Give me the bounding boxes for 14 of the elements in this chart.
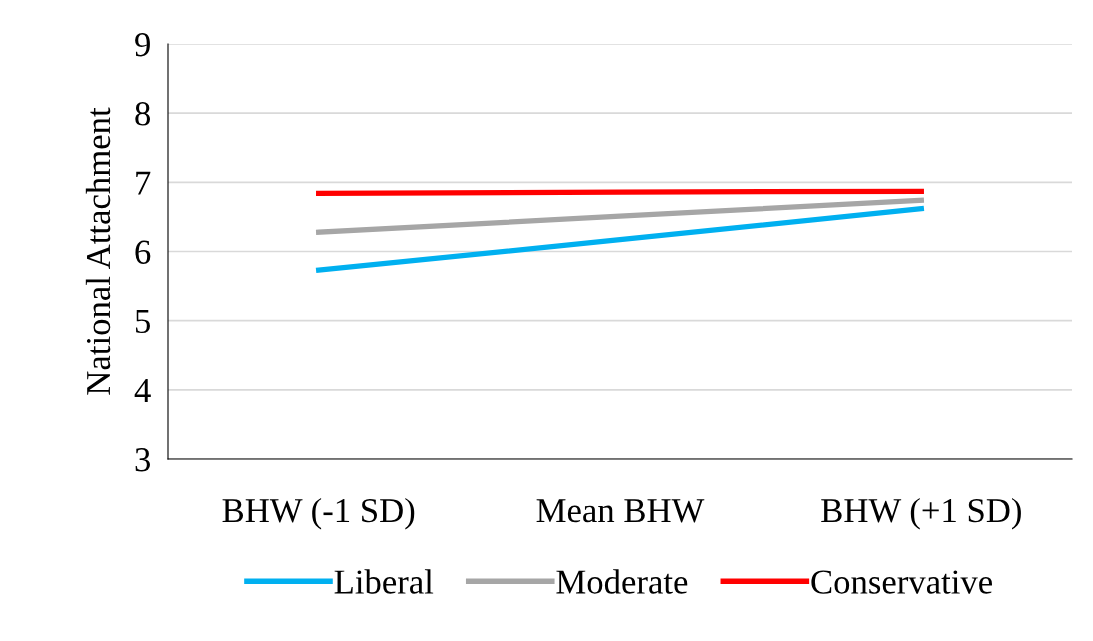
legend-label: Liberal	[334, 569, 434, 594]
y-axis-title: National Attachment	[85, 107, 111, 395]
x-tick-label: Mean BHW	[536, 499, 705, 523]
y-tick-label: 3	[135, 448, 150, 472]
y-tick-label: 9	[135, 33, 150, 57]
y-tick-label: 4	[134, 379, 151, 402]
legend-label: Moderate	[556, 569, 688, 594]
y-tick-label: 6	[135, 240, 151, 264]
x-tick-label: BHW (+1 SD)	[821, 497, 1021, 530]
legend-label: Conservative	[811, 570, 992, 594]
y-tick-label: 5	[135, 309, 150, 334]
y-tick-label: 8	[135, 102, 151, 126]
y-tick-label: 7	[136, 171, 151, 195]
x-tick-label: BHW (-1 SD)	[222, 497, 415, 530]
